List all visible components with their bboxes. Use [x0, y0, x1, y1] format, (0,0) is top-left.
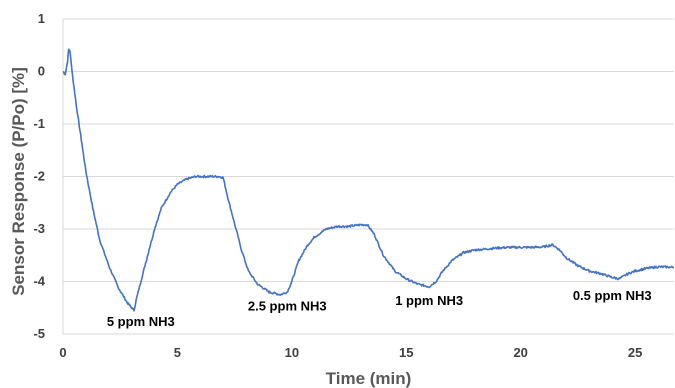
- gridlines: [62, 18, 674, 335]
- x-tick-labels: 0 5 10 15 20 25: [59, 345, 642, 360]
- series-lines: [62, 48, 675, 312]
- y-tick-label: -4: [33, 274, 45, 289]
- series-line: [62, 48, 675, 312]
- annotation-label: 1 ppm NH3: [395, 293, 463, 308]
- x-tick-label: 20: [513, 345, 527, 360]
- y-tick-label: 1: [38, 11, 45, 26]
- annotation-label: 0.5 ppm NH3: [573, 288, 652, 303]
- annotation-label: 5 ppm NH3: [107, 314, 175, 329]
- x-tick-label: 15: [399, 345, 413, 360]
- y-tick-label: -3: [33, 221, 45, 236]
- y-tick-label: -1: [33, 116, 45, 131]
- y-tick-labels: 1 0 -1 -2 -3 -4 -5: [33, 11, 45, 341]
- y-tick-label: -5: [33, 326, 45, 341]
- x-axis-title: Time (min): [326, 369, 412, 388]
- annotation-label: 2.5 ppm NH3: [248, 298, 327, 313]
- x-tick-label: 10: [285, 345, 299, 360]
- annotations: 5 ppm NH3 2.5 ppm NH3 1 ppm NH3 0.5 ppm NH3: [107, 288, 652, 329]
- x-tick-label: 25: [628, 345, 642, 360]
- x-tick-label: 5: [174, 345, 181, 360]
- y-tick-label: 0: [38, 64, 45, 79]
- y-axis-title: Sensor Response (P/Po) [%]: [9, 67, 28, 296]
- y-tick-label: -2: [33, 169, 45, 184]
- x-tick-label: 0: [59, 345, 66, 360]
